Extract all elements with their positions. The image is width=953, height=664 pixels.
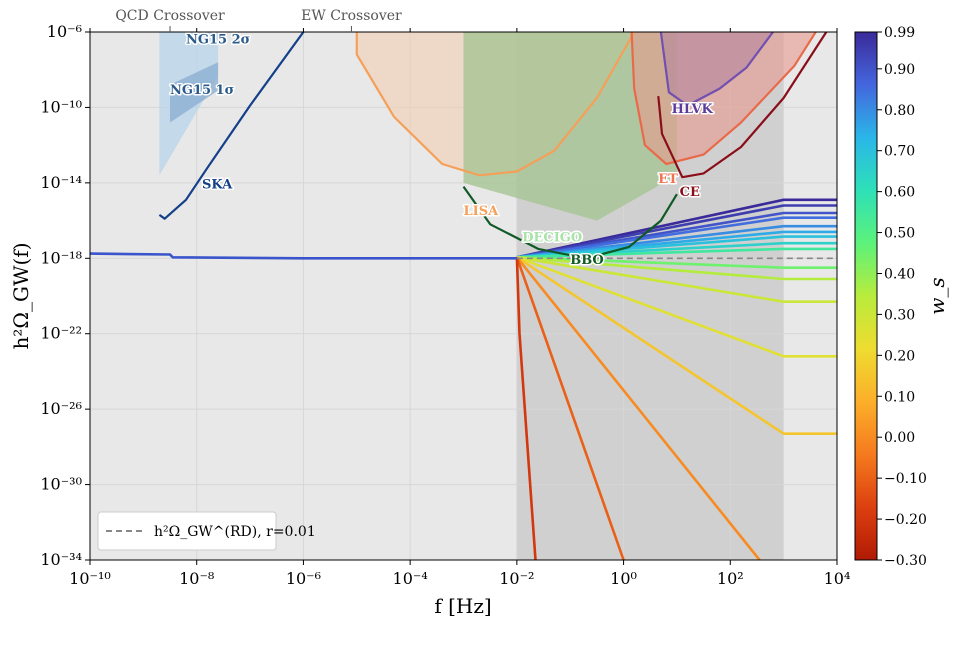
series-ws-0	[515, 256, 761, 560]
y-tick-label: 10⁻³⁰	[40, 475, 82, 494]
colorbar-tick-label: −0.30	[884, 553, 927, 569]
series-ws-0p8	[516, 224, 837, 259]
x-tick-label: 10⁻²	[499, 569, 534, 588]
ska-sensitivity-curve	[158, 32, 305, 220]
colorbar-ticks: 0.99 0.90 0.80 0.70 0.60 0.50 0.40 0.30 0.20 0.10…	[877, 25, 927, 569]
series-ws-m0p2	[515, 257, 537, 560]
colorbar-tick-label: 0.90	[884, 62, 915, 78]
x-tick-label: 10⁴	[824, 569, 851, 588]
ska-label: SKA	[202, 178, 233, 193]
colorbar-tick-label: 0.40	[884, 266, 915, 282]
x-tick-label: 10²	[717, 569, 744, 588]
x-tick-label: 10⁻⁴	[393, 569, 428, 588]
colorbar: 0.99 0.90 0.80 0.70 0.60 0.50 0.40 0.30 0.20 0.10…	[854, 25, 949, 569]
colorbar-tick-label: 0.80	[884, 103, 915, 119]
colorbar-tick-label: 0.00	[884, 430, 915, 446]
top-annotation-label: QCD Crossover	[115, 8, 225, 24]
x-tick-label: 10⁻¹⁰	[69, 569, 111, 588]
colorbar-tick-label: −0.10	[884, 471, 927, 487]
detector-curves	[158, 32, 828, 260]
y-tick-label: 10⁻⁶	[47, 22, 82, 41]
series-ws-0p35	[516, 256, 837, 281]
x-axis-title: f [Hz]	[434, 594, 491, 618]
legend: h²Ω_GW^(RD), r=0.01	[97, 511, 316, 551]
top-annotations: QCD Crossover EW Crossover	[115, 8, 402, 32]
series-ws-0p7	[516, 235, 837, 259]
y-axis-title: h²Ω_GW(f)	[9, 242, 33, 349]
colorbar-tick-label: 0.50	[884, 226, 915, 242]
hlvk-sensitivity-fill	[660, 32, 773, 106]
series-ws-0p75	[516, 230, 837, 259]
bbo-label: BBO	[570, 253, 604, 268]
x-tick-label: 10⁻⁸	[179, 569, 214, 588]
lisa-label: LISA	[464, 204, 500, 219]
series-ws-0p99	[516, 198, 837, 259]
series-ws-0p95	[516, 204, 837, 259]
hlvk-sensitivity-curve	[659, 32, 774, 107]
x-tick-label: 10⁻⁶	[286, 569, 321, 588]
colorbar-tick-label: 0.60	[884, 185, 915, 201]
series-ws-0p85	[516, 216, 837, 259]
et-label: ET	[658, 172, 678, 187]
x-tick-label: 10⁰	[610, 569, 637, 588]
legend-label: h²Ω_GW^(RD), r=0.01	[154, 524, 316, 540]
series-ws-0p9	[516, 211, 837, 259]
lisa-sensitivity-curve	[355, 32, 636, 177]
y-tick-label: 10⁻¹⁴	[40, 173, 82, 192]
decigo-label: DECIGO	[522, 230, 582, 245]
y-tick-label: 10⁻²²	[40, 324, 82, 343]
colorbar-tick-label: 0.10	[884, 389, 915, 405]
y-tick-label: 10⁻³⁴	[40, 550, 82, 569]
colorbar-tick-label: 0.30	[884, 307, 915, 323]
series-ws-0p15	[516, 256, 837, 436]
decigo-region	[463, 32, 677, 221]
ce-sensitivity-curve	[657, 32, 828, 179]
series-ws-0p3	[516, 256, 837, 304]
top-annotation-label: EW Crossover	[301, 8, 402, 24]
series-ws-0p45	[516, 256, 837, 270]
ce-label: CE	[680, 185, 700, 200]
bbo-sensitivity-curve	[462, 185, 678, 260]
y-axis-ticks: 10⁻⁶ 10⁻¹⁰ 10⁻¹⁴ 10⁻¹⁸ 10⁻²² 10⁻²⁶ 10⁻³⁰ 10⁻³⁴	[40, 22, 90, 569]
colorbar-gradient	[854, 31, 878, 561]
detector-regions	[159, 32, 816, 221]
ng15-1-label: NG15 1σ	[170, 83, 234, 98]
series-ws-0p55	[516, 247, 837, 259]
et-sensitivity-curve	[630, 32, 817, 166]
plot-frame	[89, 31, 838, 561]
baseline-curve	[90, 252, 517, 260]
series-ws-m0p1	[515, 256, 625, 560]
hlvk-label: HLVK	[672, 102, 714, 117]
y-tick-label: 10⁻¹⁸	[40, 248, 82, 267]
colorbar-tick-label: −0.20	[884, 512, 927, 528]
series-lines	[90, 198, 837, 560]
x-axis-ticks: 10⁻¹⁰ 10⁻⁸ 10⁻⁶ 10⁻⁴ 10⁻² 10⁰ 10² 10⁴	[69, 28, 850, 588]
ng15-1-region	[170, 62, 219, 123]
y-tick-label: 10⁻²⁶	[40, 399, 82, 418]
colorbar-title: w_s	[925, 277, 949, 314]
series-ws-0p25	[516, 256, 837, 358]
y-tick-label: 10⁻¹⁰	[40, 97, 82, 116]
colorbar-tick-label: 0.99	[884, 25, 915, 41]
colorbar-tick-label: 0.20	[884, 348, 915, 364]
colorbar-tick-label: 0.70	[884, 144, 915, 160]
legend-box	[97, 511, 277, 551]
ng15-2-label: NG15 2σ	[186, 32, 250, 47]
